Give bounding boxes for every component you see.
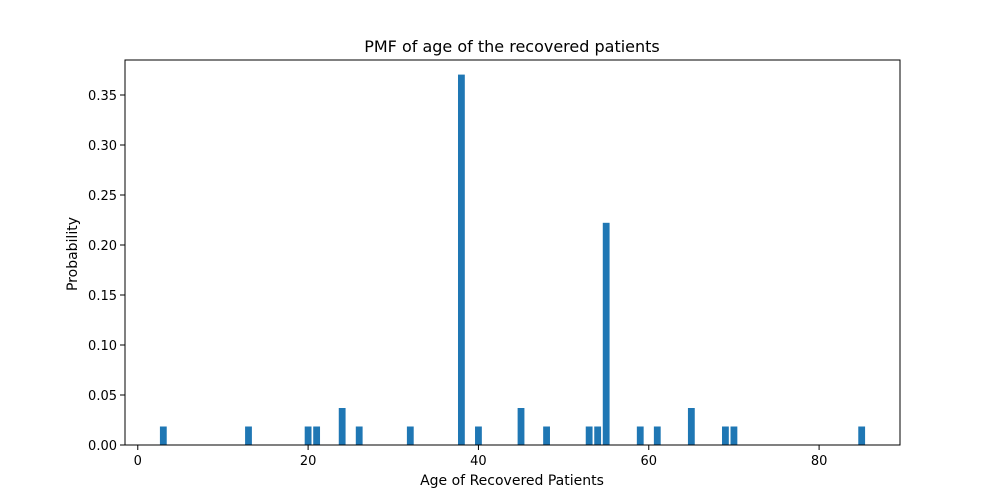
bar-age-38: [457, 74, 465, 445]
bar-age-20: [304, 426, 312, 445]
bar-age-21: [313, 426, 321, 445]
bar-age-40: [475, 426, 482, 445]
bar-age-26: [355, 426, 363, 445]
x-tick-label: 40: [470, 454, 487, 469]
bar-age-65: [687, 408, 695, 445]
bar-age-53: [585, 426, 593, 445]
bar-age-45: [517, 408, 525, 445]
y-tick-label: 0.15: [88, 289, 117, 304]
x-tick-label: 20: [300, 454, 317, 469]
bar-age-70: [730, 426, 738, 445]
y-tick-label: 0.10: [88, 339, 117, 354]
bar-age-13: [245, 426, 252, 445]
bar-age-24: [338, 408, 346, 445]
bar-age-69: [722, 426, 729, 445]
y-axis-label: Probability: [65, 217, 81, 291]
bars-layer: [159, 74, 866, 445]
y-tick-label: 0.30: [88, 139, 117, 154]
bar-age-55: [602, 222, 610, 445]
y-tick-label: 0.00: [88, 439, 117, 454]
bar-age-32: [406, 426, 414, 445]
bar-age-85: [858, 426, 866, 445]
y-tick-label: 0.25: [88, 189, 117, 204]
chart-title: PMF of age of the recovered patients: [364, 37, 660, 56]
bar-age-54: [594, 426, 602, 445]
bar-age-59: [636, 426, 644, 445]
y-tick-label: 0.05: [88, 389, 117, 404]
x-tick-label: 0: [134, 454, 142, 469]
x-axis-label: Age of Recovered Patients: [420, 473, 604, 489]
bar-age-61: [653, 426, 661, 445]
x-tick-label: 80: [811, 454, 828, 469]
plot-frame: [124, 59, 901, 446]
x-tick-label: 60: [640, 454, 657, 469]
y-tick-label: 0.35: [88, 89, 117, 104]
y-axis-ticks: 0.00 0.05 0.10 0.15 0.20 0.25 0.30 0.35: [88, 89, 125, 454]
bar-age-48: [543, 426, 550, 445]
x-axis-ticks: 0 20 40 60 80: [134, 445, 828, 469]
bar-age-3: [159, 426, 167, 445]
y-tick-label: 0.20: [88, 239, 117, 254]
